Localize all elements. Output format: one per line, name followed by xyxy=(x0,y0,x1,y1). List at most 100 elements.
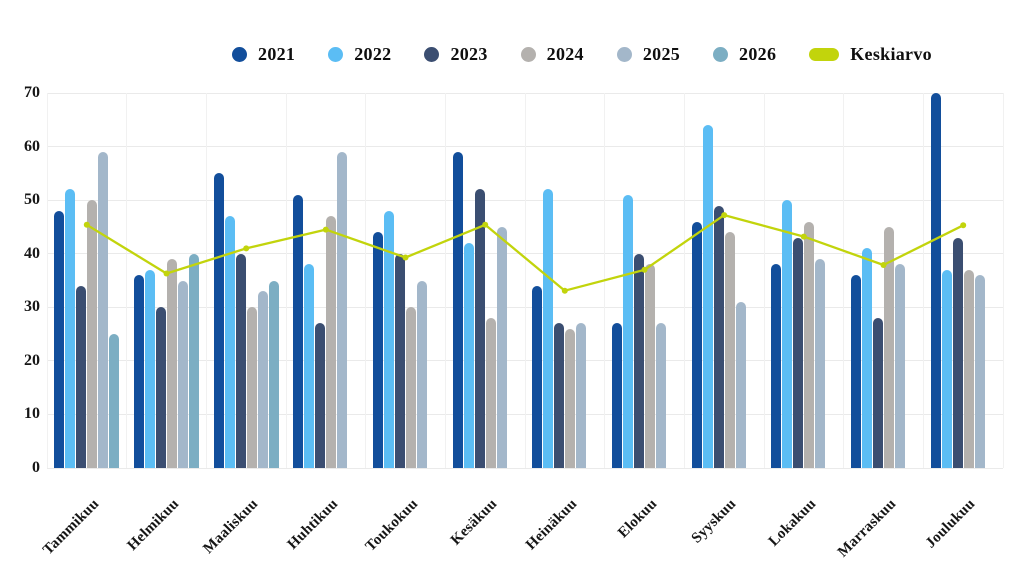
bar-2023-Elokuu xyxy=(633,253,644,468)
bar-2026-Helmikuu xyxy=(188,253,199,468)
bar-group-Elokuu xyxy=(605,93,685,468)
bar-2022-Kesäkuu xyxy=(463,243,474,468)
gridline-vertical xyxy=(205,93,207,468)
bar-2023-Syyskuu xyxy=(713,205,724,468)
legend-dot-icon xyxy=(616,47,632,62)
bar-2022-Tammikuu xyxy=(65,189,76,468)
bar-2023-Huhtikuu xyxy=(315,323,326,468)
bar-2025-Marraskuu xyxy=(894,264,905,468)
legend-label: 2026 xyxy=(739,44,777,64)
bar-2023-Joulukuu xyxy=(952,237,963,468)
bar-2024-Marraskuu xyxy=(883,226,894,468)
gridline-vertical xyxy=(444,93,446,468)
keskiarvo-point xyxy=(243,245,250,252)
bar-2021-Kesäkuu xyxy=(452,151,463,468)
keskiarvo-point xyxy=(561,287,568,294)
legend-item-2022[interactable]: 2022 xyxy=(328,44,391,65)
bar-2025-Kesäkuu xyxy=(496,226,507,468)
bar-2024-Helmikuu xyxy=(166,259,177,468)
gridline-vertical xyxy=(843,93,845,468)
bar-2021-Toukokuu xyxy=(372,232,383,468)
legend-item-2024[interactable]: 2024 xyxy=(520,44,584,65)
bar-2022-Heinäkuu xyxy=(543,189,554,468)
legend-label: 2025 xyxy=(642,44,681,64)
keskiarvo-line xyxy=(86,213,964,292)
gridline-vertical xyxy=(763,93,765,468)
bar-2024-Heinäkuu xyxy=(565,328,576,468)
bar-2025-Maaliskuu xyxy=(257,291,268,468)
bar-2025-Syyskuu xyxy=(735,301,746,468)
bar-2021-Huhtikuu xyxy=(293,194,304,468)
bar-2025-Elokuu xyxy=(655,323,666,468)
legend-label: 2022 xyxy=(354,44,392,64)
bar-2024-Syyskuu xyxy=(724,232,735,468)
legend-label: 2023 xyxy=(450,44,488,64)
bar-group-Kesäkuu xyxy=(445,93,525,468)
bar-2024-Lokakuu xyxy=(804,221,815,468)
y-axis-tick-label: 0 xyxy=(32,459,40,476)
bar-2024-Huhtikuu xyxy=(326,216,337,468)
bar-group-Maaliskuu xyxy=(206,93,286,468)
legend-item-keskiarvo[interactable]: Keskiarvo xyxy=(809,44,932,65)
bar-2021-Helmikuu xyxy=(133,275,144,468)
bar-2021-Lokakuu xyxy=(771,264,782,468)
bar-2023-Kesäkuu xyxy=(474,189,485,468)
bar-group-Huhtikuu xyxy=(286,93,366,468)
keskiarvo-point xyxy=(800,233,807,240)
bar-2023-Helmikuu xyxy=(155,307,166,468)
y-axis-tick-label: 10 xyxy=(24,405,40,423)
gridline-horizontal xyxy=(47,467,1003,469)
legend-item-2025[interactable]: 2025 xyxy=(616,44,681,65)
bar-2023-Tammikuu xyxy=(76,285,87,468)
bar-2022-Huhtikuu xyxy=(304,264,315,468)
bar-2023-Marraskuu xyxy=(872,318,883,468)
legend-label: 2021 xyxy=(258,44,296,64)
bar-group-Heinäkuu xyxy=(525,93,605,468)
keskiarvo-point xyxy=(83,221,90,228)
bar-2024-Elokuu xyxy=(644,264,655,468)
y-axis-tick-label: 30 xyxy=(24,298,40,316)
keskiarvo-point xyxy=(322,226,329,233)
legend-dot-icon xyxy=(424,47,440,62)
legend-dot-icon xyxy=(713,47,729,62)
bar-2021-Maaliskuu xyxy=(213,173,224,468)
legend-line-swatch-icon xyxy=(809,48,840,61)
bar-group-Helmikuu xyxy=(127,93,207,468)
keskiarvo-point xyxy=(163,270,170,277)
gridline-vertical xyxy=(1002,93,1004,468)
bar-group-Syyskuu xyxy=(684,93,764,468)
bar-2025-Huhtikuu xyxy=(337,151,348,468)
bar-2022-Elokuu xyxy=(622,194,633,468)
bar-2021-Joulukuu xyxy=(930,93,941,468)
bar-2022-Lokakuu xyxy=(782,200,793,468)
bar-2025-Heinäkuu xyxy=(576,323,587,468)
gridline-vertical xyxy=(285,93,287,468)
keskiarvo-point xyxy=(482,221,489,228)
bar-2024-Toukokuu xyxy=(405,307,416,468)
bar-2024-Maaliskuu xyxy=(246,307,257,468)
bar-2022-Toukokuu xyxy=(383,210,394,468)
plot-area xyxy=(46,92,1004,469)
bar-2026-Tammikuu xyxy=(109,334,120,468)
legend-dot-icon xyxy=(520,47,536,62)
gridline-vertical xyxy=(126,93,128,468)
legend-item-2021[interactable]: 2021 xyxy=(232,44,295,65)
bar-2025-Lokakuu xyxy=(815,259,826,468)
legend-label: Keskiarvo xyxy=(850,44,932,64)
gridline-vertical xyxy=(922,93,924,468)
bar-2025-Tammikuu xyxy=(98,151,109,468)
legend-item-2023[interactable]: 2023 xyxy=(424,44,487,65)
legend-item-2026[interactable]: 2026 xyxy=(713,44,776,65)
keskiarvo-point xyxy=(721,212,728,219)
bar-2023-Maaliskuu xyxy=(235,253,246,468)
average-line-layer xyxy=(83,212,967,294)
y-axis-tick-label: 40 xyxy=(24,244,40,262)
gridline-vertical xyxy=(524,93,526,468)
bar-group-Toukokuu xyxy=(366,93,446,468)
keskiarvo-point xyxy=(960,222,967,229)
gridline-vertical xyxy=(683,93,685,468)
bar-2025-Helmikuu xyxy=(177,280,188,468)
y-axis-tick-label: 60 xyxy=(24,137,40,155)
gridline-vertical xyxy=(46,93,48,468)
bar-2023-Lokakuu xyxy=(793,237,804,468)
